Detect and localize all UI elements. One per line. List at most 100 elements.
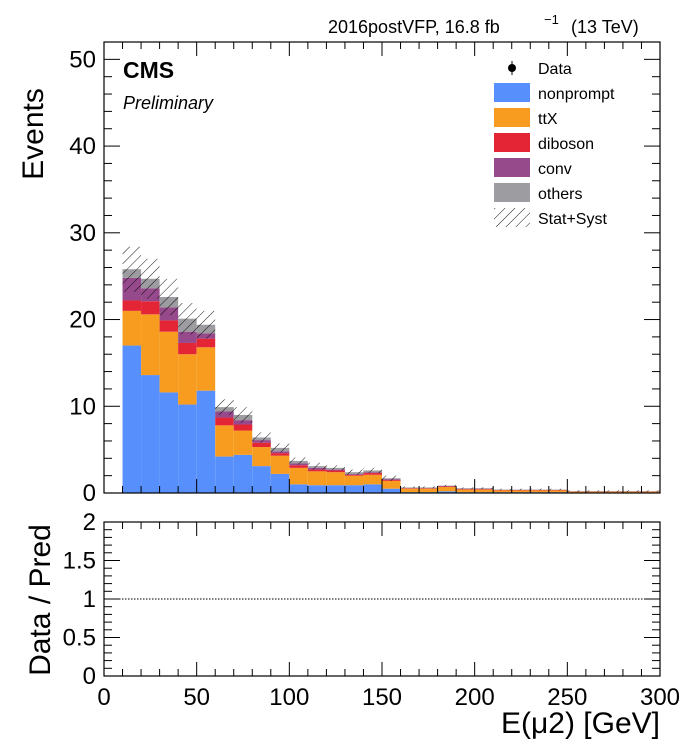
main-y-tick-label: 10 [69,393,96,420]
bar-ttX-bin-26 [604,491,623,493]
bar-ttX-bin-7 [252,447,271,467]
bar-ttX-bin-3 [178,354,197,405]
bar-conv-bin-3 [178,331,197,343]
bar-nonprompt-bin-7 [252,466,271,493]
bar-ttX-bin-27 [622,491,642,493]
lumi-exponent: −1 [544,12,559,27]
ratio-y-tick-label: 0 [83,663,96,690]
uncertainty-bin-16 [419,486,438,489]
main-x-ticks [103,42,661,493]
bar-ttX-bin-9 [289,467,308,485]
legend-label-conv: conv [538,161,572,178]
uncertainty-bin-24 [567,490,586,492]
x-axis-title: E(μ2) [GeV] [501,707,660,740]
main-y-tick-label: 0 [83,480,96,507]
ratio-x-tick-label: 0 [97,684,110,711]
uncertainty-bin-20 [493,488,512,491]
ratio-x-tick-label: 150 [362,684,402,711]
bar-ttX-bin-0 [122,310,142,346]
uncertainty-bin-22 [530,488,549,491]
bar-ttX-bin-10 [307,471,327,486]
main-y-ticks: 0 10 20 30 40 50 [69,41,660,507]
bar-ttX-bin-22 [530,490,549,493]
bar-ttX-bin-15 [400,488,420,493]
bar-nonprompt-bin-1 [141,375,160,493]
bar-nonprompt-bin-12 [344,485,364,493]
main-y-tick-label: 40 [69,133,96,160]
bar-nonprompt-bin-10 [307,485,327,493]
bar-nonprompt-bin-3 [178,404,197,493]
bar-nonprompt-bin-17 [437,491,457,493]
ratio-y-tick-label: 2 [83,509,96,536]
uncertainty-bin-15 [400,486,420,489]
bar-diboson-bin-1 [141,301,160,315]
ratio-y-ticks: 0 0.5 1 1.5 2 [63,509,660,690]
bar-diboson-bin-2 [159,320,179,332]
uncertainty-bin-27 [622,490,642,492]
bar-nonprompt-bin-11 [326,485,345,493]
bar-ttX-bin-24 [567,491,586,493]
legend-swatch-ttX [494,108,530,127]
bar-diboson-bin-10 [307,469,327,472]
bar-diboson-bin-8 [270,453,290,456]
bar-ttX-bin-4 [196,347,216,391]
bar-nonprompt-bin-4 [196,390,216,493]
bar-diboson-bin-12 [344,474,364,476]
bar-ttX-bin-19 [474,489,494,493]
ratio-x-tick-label: 250 [547,684,587,711]
uncertainty-bin-12 [344,469,364,475]
ratio-y-tick-label: 1.5 [63,548,96,575]
bar-nonprompt-bin-14 [382,488,401,493]
legend-label-diboson: diboson [538,136,594,153]
bar-ttX-bin-16 [419,488,438,493]
bar-nonprompt-bin-9 [289,484,308,493]
uncertainty-bin-7 [252,432,271,443]
legend-swatch-nonprompt [494,83,530,102]
bar-nonprompt-bin-8 [270,473,290,493]
bar-diboson-bin-7 [252,442,271,448]
uncertainty-bin-0 [122,246,142,292]
bar-nonprompt-bin-6 [233,454,253,493]
energy-label: (13 TeV) [571,17,639,37]
main-y-axis-title: Events [17,88,50,180]
bar-ttX-bin-13 [363,474,382,485]
legend-label-unc: Stat+Syst [538,211,607,228]
legend-swatch-others [494,183,530,202]
bar-nonprompt-bin-5 [215,456,234,493]
bar-ttX-bin-12 [344,475,364,486]
uncertainty-bin-4 [196,310,216,339]
uncertainty-bin-13 [363,467,382,474]
legend-swatch-unc [494,208,530,227]
legend-label-others: others [538,186,582,203]
legend-swatch-diboson [494,133,530,152]
cms-sublabel: Preliminary [123,93,214,113]
uncertainty-bin-25 [585,490,605,492]
bar-ttX-bin-5 [215,425,234,457]
stacked-histograms [122,269,660,493]
bar-nonprompt-bin-2 [159,392,179,493]
uncertainty-bin-9 [289,457,308,465]
legend-swatch-conv [494,158,530,177]
uncertainty-bin-18 [456,487,475,490]
lumi-label: 2016postVFP, 16.8 fb [328,17,500,37]
ratio-x-tick-label: 100 [269,684,309,711]
ratio-x-tick-label: 300 [640,684,680,711]
ratio-plot-frame [103,521,661,677]
uncertainty-bin-6 [233,407,253,423]
bar-diboson-bin-13 [363,473,382,475]
uncertainty-bin-14 [382,475,401,481]
bar-ttX-bin-18 [456,489,475,493]
uncertainty-bin-5 [215,399,234,415]
bar-diboson-bin-11 [326,470,345,473]
cms-label: CMS [123,57,174,83]
bar-ttX-bin-1 [141,314,160,376]
main-y-tick-label: 20 [69,307,96,334]
bar-ttX-bin-2 [159,331,179,393]
bar-diboson-bin-5 [215,417,234,426]
main-y-tick-label: 30 [69,220,96,247]
ratio-y-tick-label: 1 [83,586,96,613]
uncertainty-bin-10 [307,462,327,470]
bar-diboson-bin-0 [122,300,142,311]
uncertainty-bin-23 [548,488,568,491]
bar-nonprompt-bin-0 [122,345,142,493]
